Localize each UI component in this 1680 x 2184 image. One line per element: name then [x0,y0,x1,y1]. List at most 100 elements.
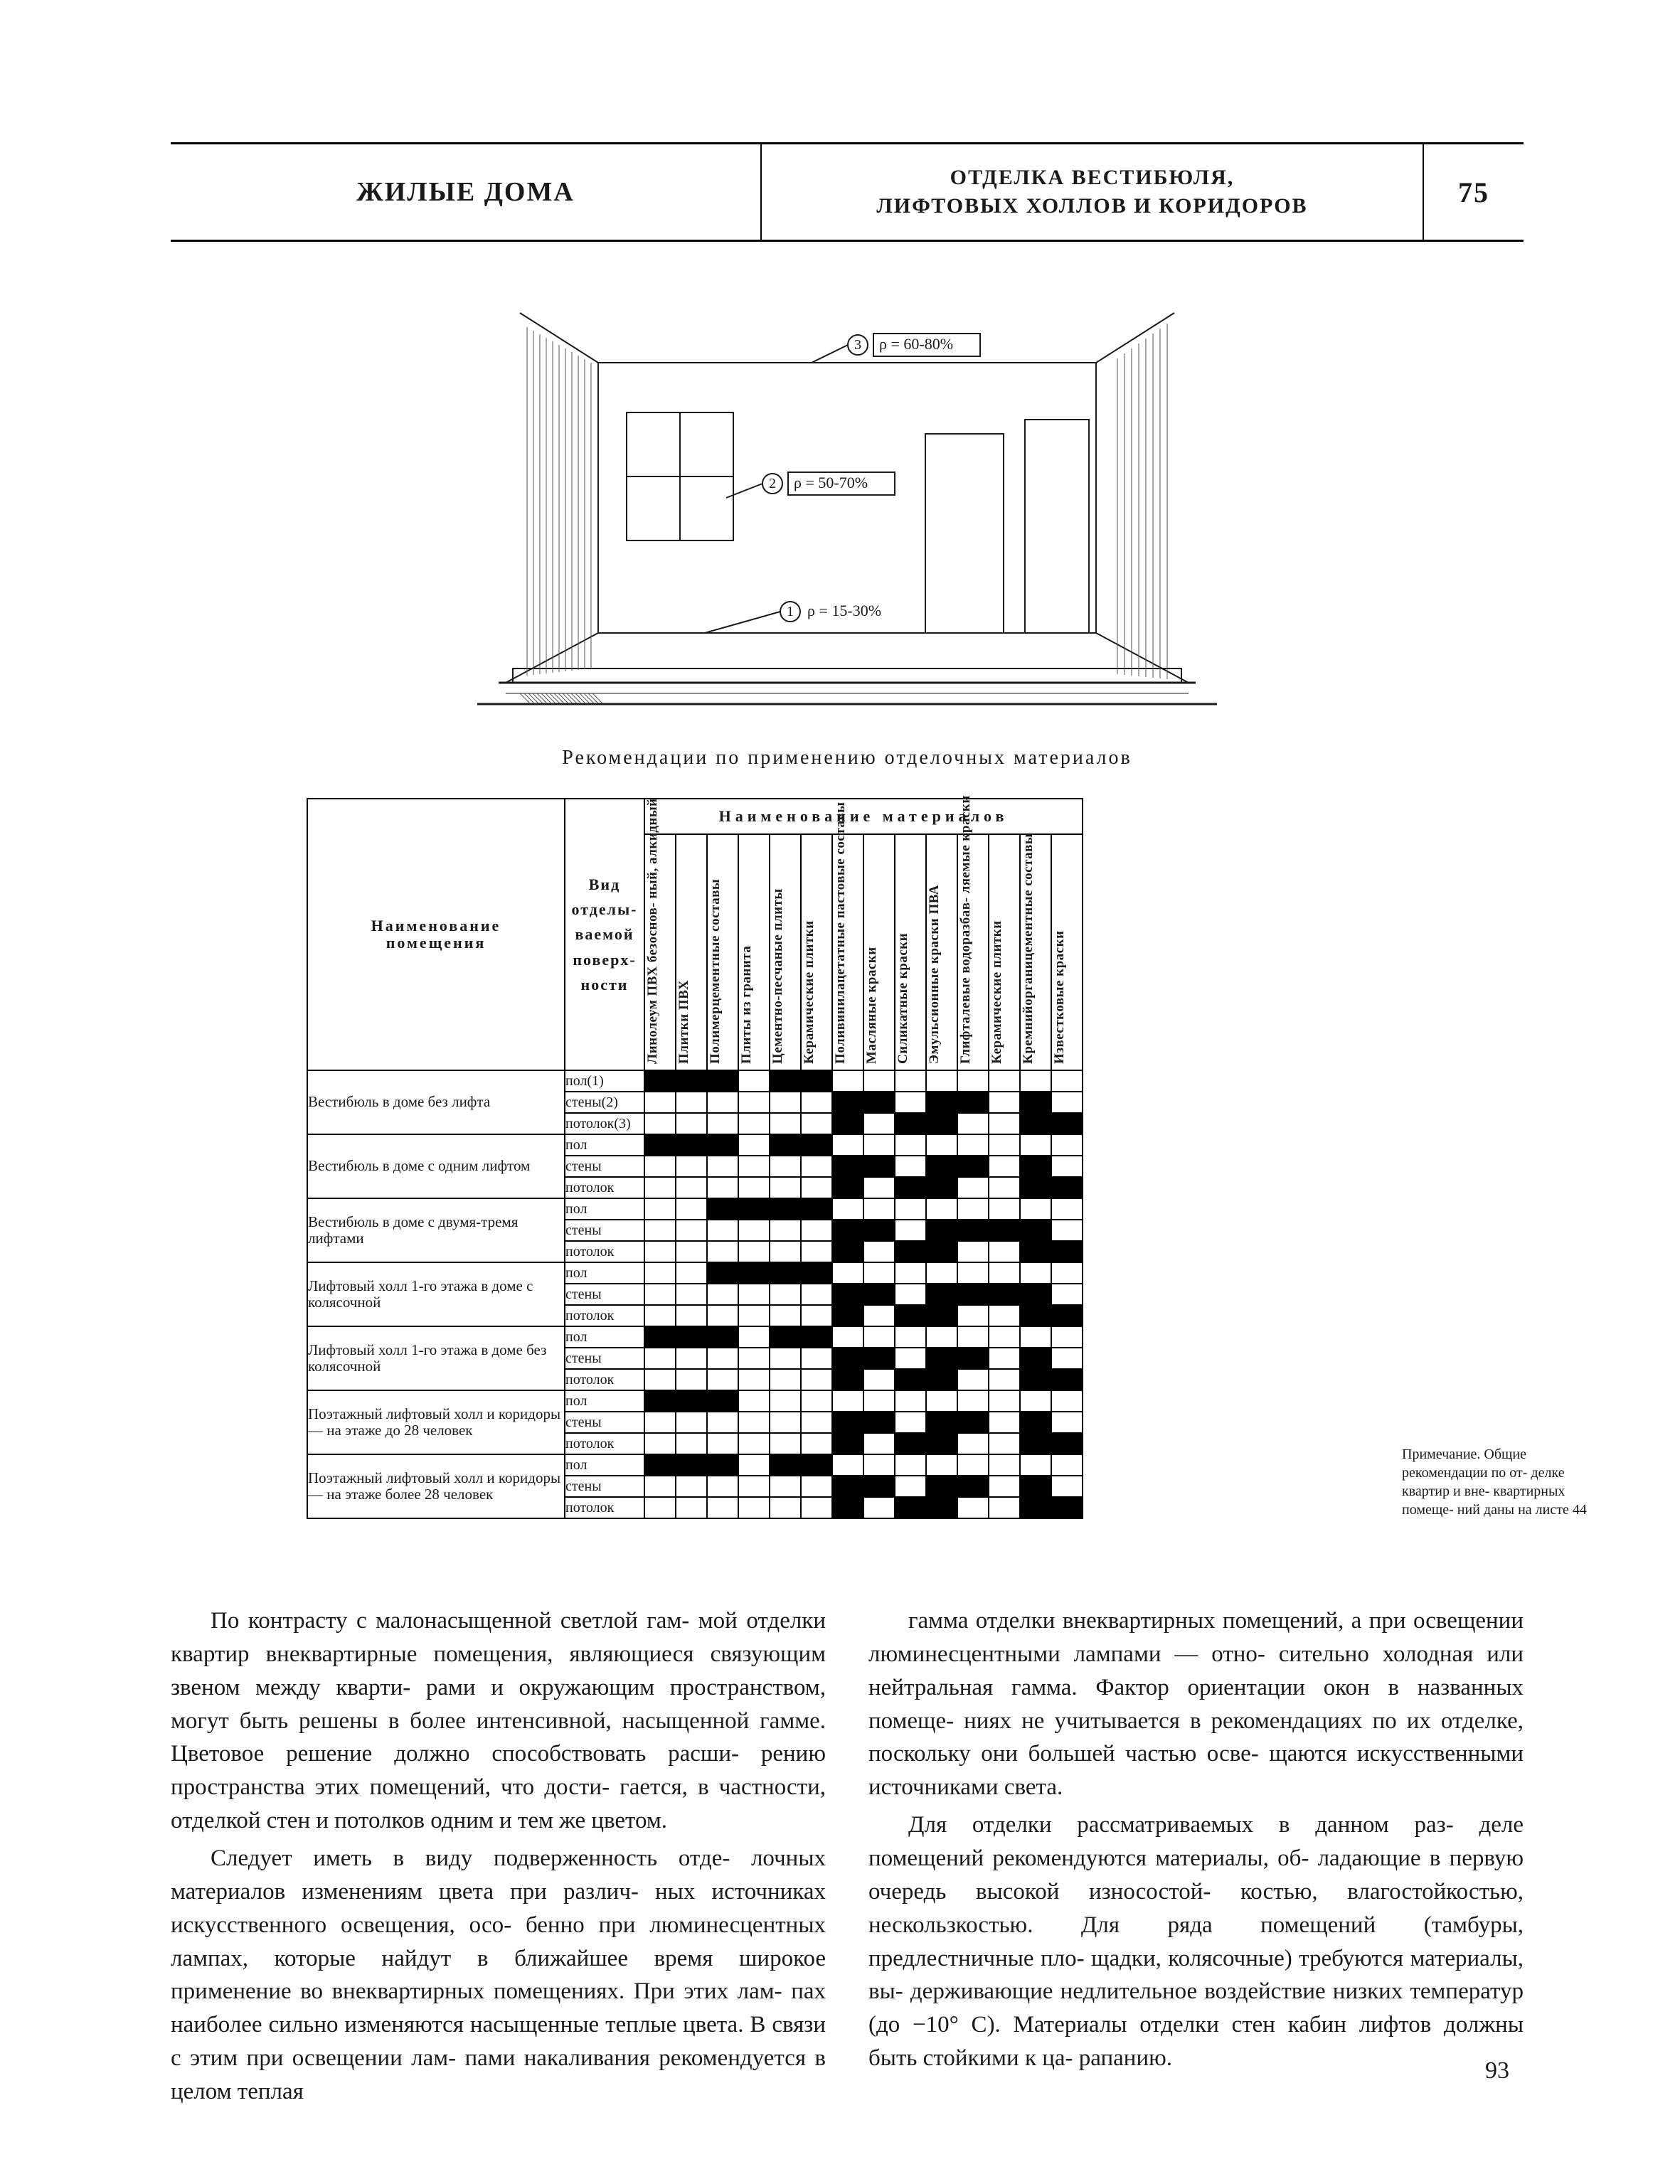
matrix-cell [957,1433,989,1454]
matrix-cell [770,1369,801,1390]
matrix-cell [926,1284,957,1305]
matrix-cell [770,1113,801,1134]
matrix-cell [676,1476,707,1497]
matrix-cell [926,1198,957,1220]
matrix-cell [801,1454,832,1476]
matrix-cell [863,1369,895,1390]
matrix-cell [989,1497,1020,1518]
matrix-cell [1051,1433,1083,1454]
th-material: Глифталевые водоразбав- ляемые краски [957,834,989,1070]
matrix-cell [738,1412,770,1433]
matrix-cell [707,1412,738,1433]
matrix-cell [1020,1369,1051,1390]
matrix-cell [895,1241,926,1262]
matrix-cell [957,1156,989,1177]
surface-cell: пол [565,1454,644,1476]
matrix-cell [832,1070,863,1092]
matrix-cell [926,1390,957,1412]
matrix-cell [1051,1134,1083,1156]
matrix-cell [1051,1305,1083,1326]
matrix-cell [707,1454,738,1476]
matrix-cell [676,1241,707,1262]
matrix-cell [989,1092,1020,1113]
matrix-cell [926,1113,957,1134]
matrix-cell [1020,1156,1051,1177]
matrix-cell [770,1326,801,1348]
room-cell: Лифтовый холл 1-го этажа в доме без коля… [307,1326,565,1390]
matrix-cell [644,1241,676,1262]
room-cell: Вестибюль в доме с одним лифтом [307,1134,565,1198]
matrix-cell [707,1241,738,1262]
matrix-cell [957,1348,989,1369]
matrix-cell [644,1177,676,1198]
th-material: Цементно-песчаные плиты [770,834,801,1070]
matrix-cell [832,1262,863,1284]
matrix-cell [863,1454,895,1476]
matrix-cell [676,1134,707,1156]
matrix-cell [832,1092,863,1113]
th-material: Кремнийорганицементные составы [1020,834,1051,1070]
matrix-cell [1051,1326,1083,1348]
body-copy: По контрасту с малонасыщенной светлой га… [171,1604,1524,2109]
recommendations-table-wrap: НаименованиепомещенияВидотделы-ваемойпов… [307,798,1388,1519]
matrix-cell [863,1284,895,1305]
matrix-cell [644,1454,676,1476]
th-materials-group: Наименование материалов [644,799,1083,834]
matrix-cell [989,1433,1020,1454]
th-surface: Видотделы-ваемойповерх-ности [565,799,644,1070]
matrix-cell [770,1348,801,1369]
matrix-cell [895,1326,926,1348]
matrix-cell [926,1433,957,1454]
matrix-cell [957,1390,989,1412]
matrix-cell [738,1241,770,1262]
room-cell: Вестибюль в доме с двумя-тремя лифтами [307,1198,565,1262]
matrix-cell [676,1412,707,1433]
matrix-cell [895,1177,926,1198]
matrix-cell [738,1092,770,1113]
matrix-cell [1020,1070,1051,1092]
matrix-cell [1020,1134,1051,1156]
matrix-cell [1020,1113,1051,1134]
matrix-cell [895,1113,926,1134]
matrix-cell [770,1241,801,1262]
matrix-cell [989,1326,1020,1348]
matrix-cell [1051,1476,1083,1497]
folio: 93 [1485,2057,1509,2084]
matrix-cell [1020,1476,1051,1497]
matrix-cell [957,1220,989,1241]
matrix-cell [863,1262,895,1284]
surface-cell: пол [565,1262,644,1284]
matrix-cell [895,1497,926,1518]
matrix-cell [989,1412,1020,1433]
matrix-cell [676,1305,707,1326]
matrix-cell [707,1070,738,1092]
matrix-cell [863,1241,895,1262]
matrix-cell [707,1284,738,1305]
matrix-cell [832,1454,863,1476]
matrix-cell [644,1220,676,1241]
matrix-cell [707,1198,738,1220]
matrix-cell [644,1326,676,1348]
matrix-cell [644,1092,676,1113]
matrix-cell [989,1070,1020,1092]
surface-cell: стены [565,1348,644,1369]
matrix-cell [1020,1433,1051,1454]
matrix-cell [832,1497,863,1518]
matrix-cell [801,1156,832,1177]
matrix-cell [738,1476,770,1497]
matrix-cell [770,1454,801,1476]
matrix-cell [707,1134,738,1156]
matrix-cell [801,1369,832,1390]
th-material: Керамические плитки [989,834,1020,1070]
matrix-cell [926,1454,957,1476]
matrix-cell [644,1262,676,1284]
matrix-cell [832,1433,863,1454]
matrix-cell [676,1262,707,1284]
matrix-cell [707,1476,738,1497]
matrix-cell [644,1284,676,1305]
matrix-cell [832,1305,863,1326]
matrix-cell [895,1412,926,1433]
matrix-cell [926,1305,957,1326]
svg-text:ρ = 15-30%: ρ = 15-30% [807,602,881,619]
matrix-cell [1020,1284,1051,1305]
